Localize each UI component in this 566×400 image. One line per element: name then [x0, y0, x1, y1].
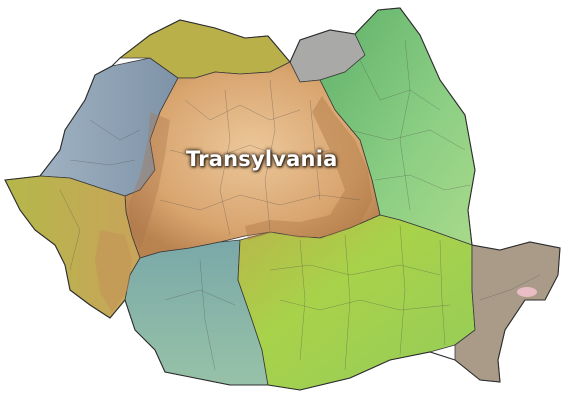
region-label-transylvania: Transylvania — [186, 147, 338, 171]
country-border — [4, 7, 561, 391]
banat-mountains — [95, 230, 132, 312]
region-muntenia — [237, 214, 476, 391]
western-mountains — [128, 112, 170, 250]
county-borders — [59, 39, 541, 371]
carpathian-mountains — [245, 96, 372, 240]
lake-razim — [517, 287, 537, 297]
